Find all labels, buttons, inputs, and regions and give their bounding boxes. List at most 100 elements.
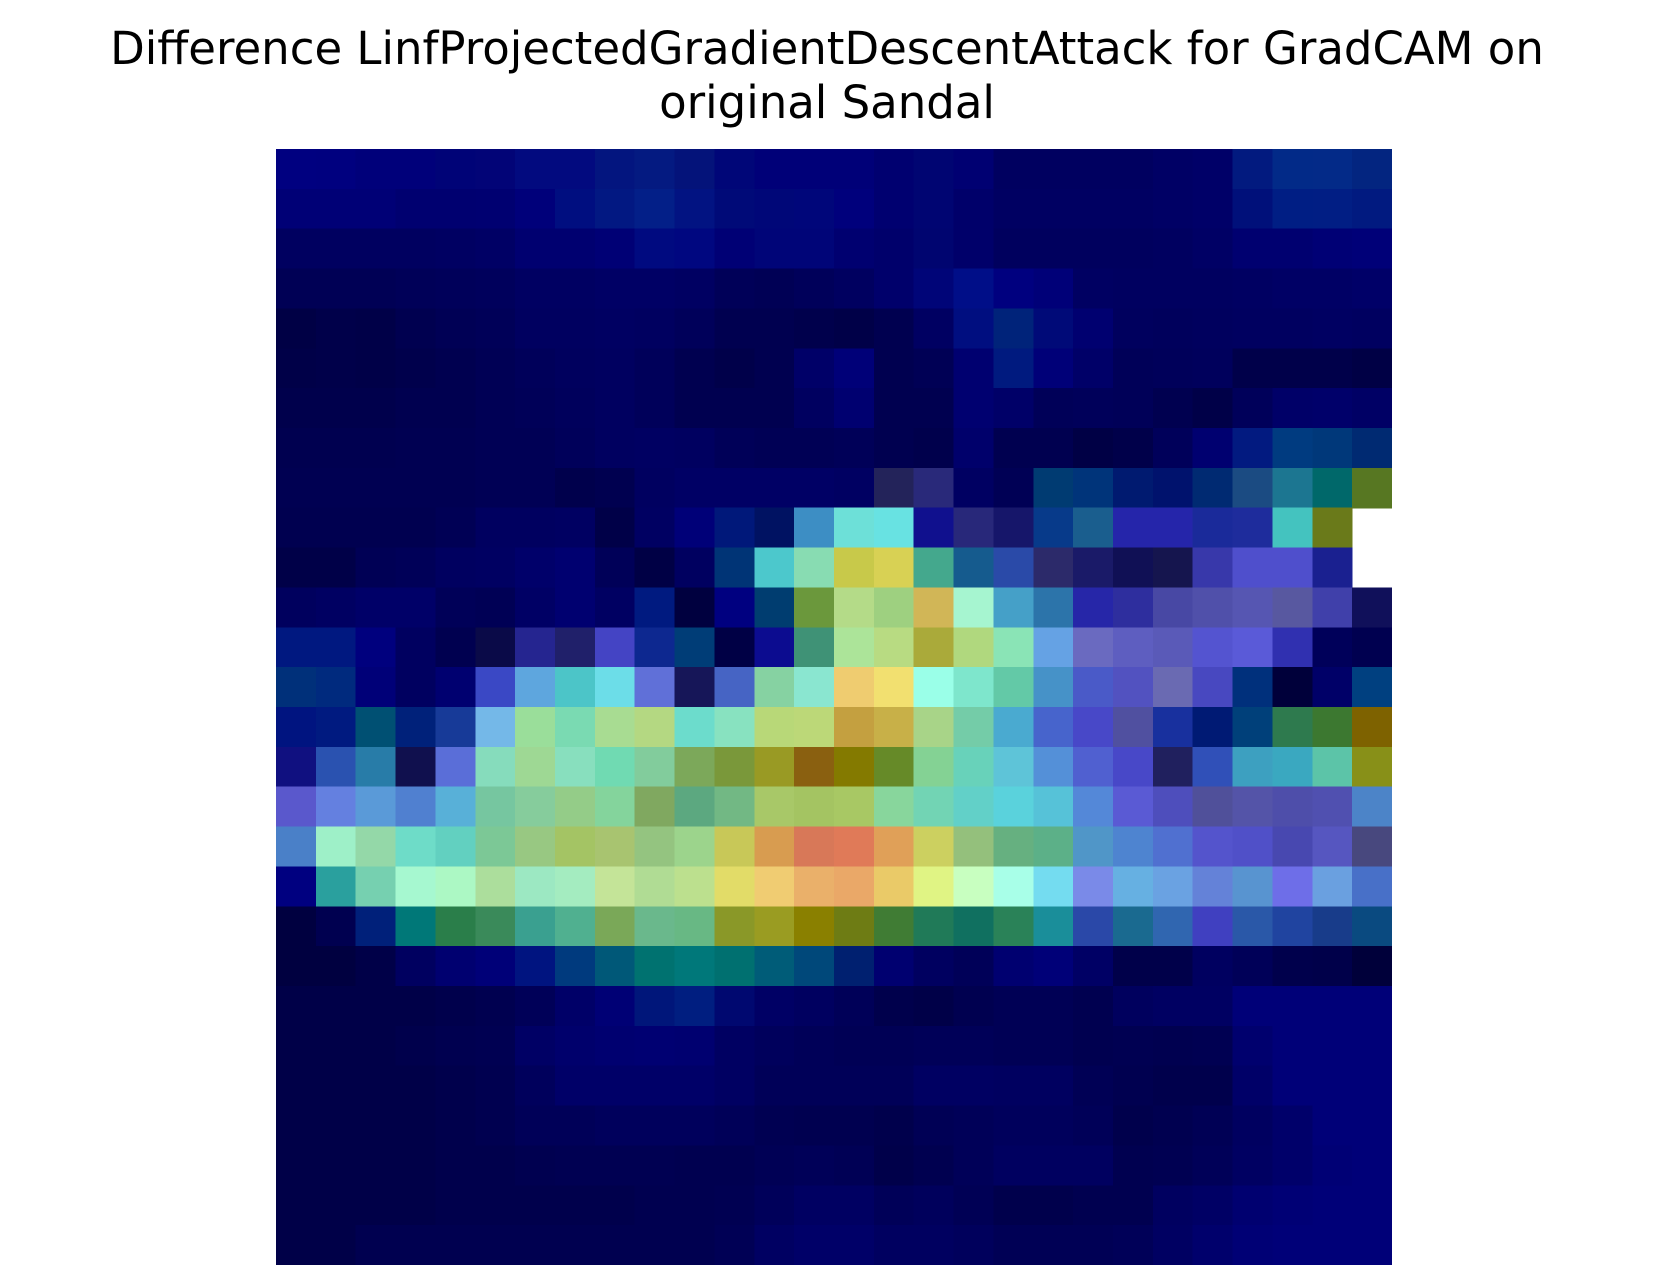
heatmap-cell <box>1113 348 1154 389</box>
heatmap-cell <box>1352 1105 1392 1147</box>
heatmap-cell <box>794 1185 835 1226</box>
heatmap-cell <box>1113 149 1154 190</box>
heatmap-cell <box>315 1025 357 1067</box>
heatmap-cell <box>1152 228 1194 270</box>
heatmap-cell <box>1073 428 1114 469</box>
heatmap-cell <box>1192 627 1234 668</box>
heatmap-cell <box>1073 1105 1114 1147</box>
heatmap-plot <box>276 149 1392 1265</box>
heatmap-cell <box>674 786 716 828</box>
heatmap-cell <box>714 149 755 190</box>
heatmap-cell <box>873 866 915 907</box>
heatmap-cell <box>1152 1145 1194 1186</box>
heatmap-cell <box>754 707 795 748</box>
heatmap-cell <box>953 228 995 270</box>
heatmap-cell <box>1312 1105 1353 1147</box>
heatmap-cell <box>674 149 716 190</box>
heatmap-cell <box>754 1025 795 1067</box>
heatmap-cell <box>1033 587 1074 628</box>
heatmap-cell <box>913 946 955 987</box>
heatmap-cell <box>315 428 357 469</box>
heatmap-cell <box>754 507 795 549</box>
heatmap-cell <box>913 1065 955 1107</box>
heatmap-cell <box>754 667 795 708</box>
heatmap-cell <box>794 348 835 389</box>
heatmap-cell <box>834 866 875 907</box>
heatmap-cell <box>794 188 835 230</box>
heatmap-cell <box>873 1025 915 1067</box>
heatmap-cell <box>953 188 995 230</box>
heatmap-cell <box>1152 268 1194 310</box>
heatmap-cell <box>395 149 437 190</box>
heatmap-cell <box>1312 707 1353 748</box>
heatmap-cell <box>754 986 795 1027</box>
heatmap-cell <box>276 188 317 230</box>
heatmap-cell <box>1073 986 1114 1027</box>
heatmap-cell <box>355 428 397 469</box>
heatmap-cell <box>674 587 716 628</box>
heatmap-cell <box>993 547 1034 589</box>
heatmap-cell <box>1192 986 1234 1027</box>
heatmap-cell <box>953 906 995 947</box>
heatmap-cell <box>1152 587 1194 628</box>
heatmap-cell <box>634 1225 676 1265</box>
heatmap-cell <box>355 986 397 1027</box>
heatmap-cell <box>714 1225 755 1265</box>
heatmap-cell <box>276 428 317 469</box>
heatmap-cell <box>794 667 835 708</box>
heatmap-cell <box>276 228 317 270</box>
heatmap-cell <box>555 1185 596 1226</box>
heatmap-cell <box>1232 547 1274 589</box>
heatmap-cell <box>1073 1225 1114 1265</box>
heatmap-cell <box>315 986 357 1027</box>
heatmap-cell <box>395 1145 437 1186</box>
heatmap-cell <box>913 507 955 549</box>
heatmap-cell <box>1152 946 1194 987</box>
heatmap-cell <box>315 1105 357 1147</box>
heatmap-cell <box>1113 1145 1154 1186</box>
heatmap-cell <box>1152 786 1194 828</box>
heatmap-cell <box>1113 986 1154 1027</box>
heatmap-cell <box>276 149 317 190</box>
heatmap-cell <box>355 348 397 389</box>
heatmap-cell <box>1033 428 1074 469</box>
heatmap-cell <box>993 507 1034 549</box>
heatmap-svg <box>276 149 1392 1265</box>
heatmap-cell <box>355 547 397 589</box>
heatmap-cell <box>1152 627 1194 668</box>
heatmap-cell <box>754 268 795 310</box>
heatmap-cell <box>953 707 995 748</box>
heatmap-cell <box>1152 428 1194 469</box>
heatmap-cell <box>1113 547 1154 589</box>
heatmap-cell <box>674 268 716 310</box>
heatmap-cell <box>1232 1225 1274 1265</box>
heatmap-cell <box>674 946 716 987</box>
heatmap-cell <box>475 1145 516 1186</box>
heatmap-cell <box>1192 507 1234 549</box>
heatmap-cell <box>276 866 317 907</box>
heatmap-cell <box>1033 149 1074 190</box>
heatmap-cell <box>754 1225 795 1265</box>
heatmap-cell <box>276 627 317 668</box>
heatmap-cell <box>674 507 716 549</box>
heatmap-cell <box>315 1225 357 1265</box>
heatmap-cell <box>1113 786 1154 828</box>
heatmap-cell <box>953 627 995 668</box>
heatmap-cell <box>1272 906 1313 947</box>
heatmap-cell <box>634 866 676 907</box>
heatmap-cell <box>714 388 755 429</box>
heatmap-cell <box>594 1105 636 1147</box>
heatmap-cell <box>355 746 397 788</box>
heatmap-cell <box>634 308 676 349</box>
heatmap-cell <box>1312 428 1353 469</box>
heatmap-cell <box>435 826 476 868</box>
heatmap-cell <box>953 388 995 429</box>
heatmap-cell <box>475 228 516 270</box>
heatmap-cell <box>315 149 357 190</box>
heatmap-cell <box>1192 866 1234 907</box>
heatmap-cell <box>276 786 317 828</box>
heatmap-cell <box>355 707 397 748</box>
heatmap-cell <box>674 1105 716 1147</box>
heatmap-cell <box>355 1145 397 1186</box>
heatmap-cell <box>1192 1065 1234 1107</box>
